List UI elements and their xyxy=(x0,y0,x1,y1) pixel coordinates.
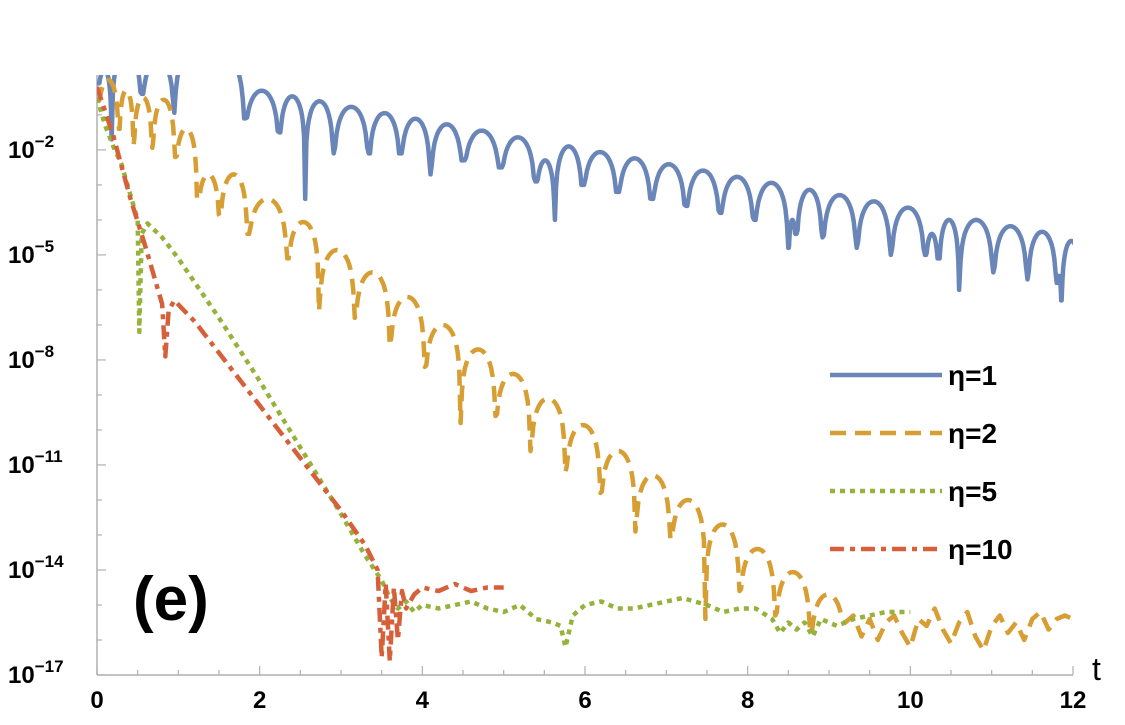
x-tick-label: 10 xyxy=(897,687,924,714)
panel-label: (e) xyxy=(133,565,209,634)
y-tick-base: 10 xyxy=(8,662,35,689)
y-tick-label: 10−2 xyxy=(8,132,54,164)
y-tick-label: 10−5 xyxy=(8,237,54,269)
legend: η=1 η=2 η=5 η=10 xyxy=(830,360,1013,565)
y-tick-exponent: −17 xyxy=(35,657,64,676)
x-tick-label: 6 xyxy=(578,687,591,714)
y-tick-label: 10−17 xyxy=(8,657,64,689)
y-tick-exponent: −8 xyxy=(35,342,54,361)
y-tick-base: 10 xyxy=(8,137,35,164)
y-tick-exponent: −5 xyxy=(35,237,54,256)
legend-label: η=1 xyxy=(948,360,997,391)
x-tick-label: 0 xyxy=(90,687,103,714)
series-layer xyxy=(97,75,1073,664)
legend-label: η=10 xyxy=(948,534,1013,565)
x-tick-label: 8 xyxy=(741,687,754,714)
y-tick-label: 10−8 xyxy=(8,342,54,374)
x-tick-label: 2 xyxy=(253,687,266,714)
x-axis-label: t xyxy=(1092,651,1101,687)
x-tick-label: 4 xyxy=(416,687,430,714)
x-tick-label: 12 xyxy=(1060,687,1087,714)
legend-label: η=5 xyxy=(948,476,997,507)
y-tick-exponent: −2 xyxy=(35,132,54,151)
series-line-eta-1 xyxy=(97,75,1073,303)
y-tick-base: 10 xyxy=(8,347,35,374)
y-tick-label: 10−14 xyxy=(8,552,64,584)
legend-label: η=2 xyxy=(948,418,997,449)
y-tick-base: 10 xyxy=(8,242,35,269)
series-line-eta-10 xyxy=(97,86,504,664)
series-line-eta-2 xyxy=(97,77,1073,653)
y-tick-exponent: −14 xyxy=(35,552,64,571)
y-tick-exponent: −11 xyxy=(35,447,63,466)
y-tick-label: 10−11 xyxy=(8,447,63,479)
y-tick-base: 10 xyxy=(8,557,35,584)
y-tick-base: 10 xyxy=(8,452,35,479)
series-line-eta-5 xyxy=(97,96,911,650)
